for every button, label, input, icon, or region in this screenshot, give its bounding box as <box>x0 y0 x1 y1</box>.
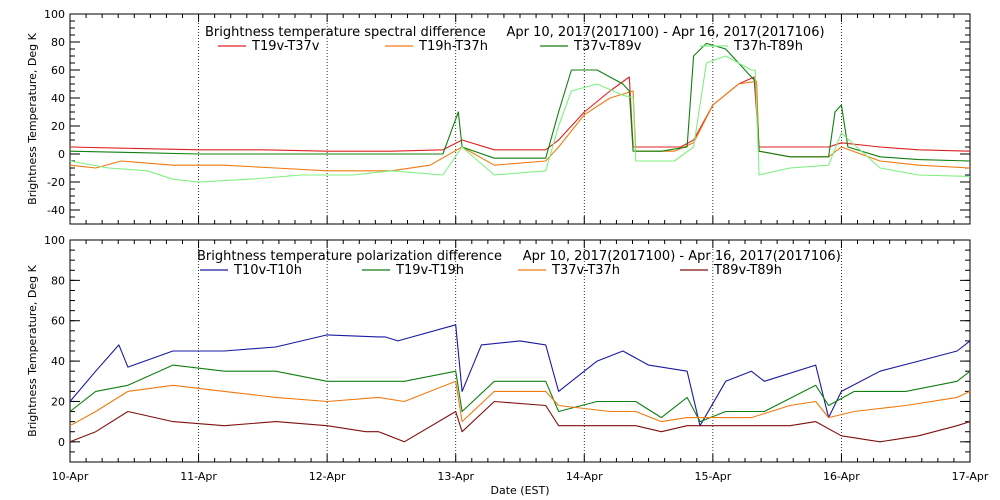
y-tick-label: 0 <box>58 436 65 449</box>
y-tick-label: 80 <box>51 274 65 287</box>
chart-title: Brightness temperature polarization diff… <box>197 249 841 264</box>
series-line-t19h-t37h <box>69 80 971 172</box>
series-line-t37h-t89h <box>69 55 971 183</box>
y-tick-label: 40 <box>51 355 65 368</box>
series-line-t37v-t37h <box>69 380 971 427</box>
series-line-t37v-t89v <box>69 42 971 162</box>
x-tick-label: 15-Apr <box>694 470 731 483</box>
legend-label: T10v-T10h <box>233 263 302 278</box>
y-tick-label: 80 <box>51 36 65 49</box>
legend-label: T19v-T19h <box>395 263 464 278</box>
legend-label: T19v-T37v <box>251 39 320 54</box>
x-tick-label: 16-Apr <box>823 470 860 483</box>
x-tick-label: 12-Apr <box>309 470 346 483</box>
y-tick-label: 20 <box>51 395 65 408</box>
x-tick-label: 11-Apr <box>180 470 217 483</box>
x-tick-label: 17-Apr <box>952 470 989 483</box>
x-tick-label: 13-Apr <box>437 470 474 483</box>
y-tick-label: 100 <box>44 8 65 21</box>
y-tick-label: 40 <box>51 92 65 105</box>
y-tick-label: 20 <box>51 120 65 133</box>
y-tick-label: 60 <box>51 64 65 77</box>
series-line-t10v-t10h <box>69 324 971 427</box>
y-tick-label: -40 <box>47 204 65 217</box>
y-tick-label: 60 <box>51 315 65 328</box>
x-tick-label: 10-Apr <box>52 470 89 483</box>
x-axis-title: Date (EST) <box>490 484 549 497</box>
series-line-t89v-t89h <box>69 400 971 443</box>
legend-label: T37v-T89v <box>573 39 642 54</box>
y-axis-title: Brightness Temperature, Deg K <box>26 32 39 204</box>
series-line-t19v-t37v <box>69 76 971 152</box>
legend-label: T37h-T89h <box>733 39 803 54</box>
x-tick-label: 14-Apr <box>566 470 603 483</box>
y-tick-label: 0 <box>58 148 65 161</box>
chart-title: Brightness temperature spectral differen… <box>205 25 825 40</box>
y-tick-label: 100 <box>44 234 65 247</box>
legend-label: T19h-T37h <box>418 39 488 54</box>
spectral-difference-panel: -40 -20 0 20 40 60 80 100 Brightness temperatur… <box>26 8 971 225</box>
y-axis-title: Brightness Temperature, Deg K <box>26 264 39 436</box>
series-line-t19v-t19h <box>69 364 971 423</box>
polarization-difference-panel: 10-Apr 11-Apr 12-Apr 13-Apr 14-Apr 15-Apr 16-A… <box>26 234 989 497</box>
legend-label: T37v-T37h <box>551 263 620 278</box>
plot-frame <box>69 13 971 225</box>
y-tick-label: -20 <box>47 176 65 189</box>
legend-label: T89v-T89h <box>713 263 782 278</box>
